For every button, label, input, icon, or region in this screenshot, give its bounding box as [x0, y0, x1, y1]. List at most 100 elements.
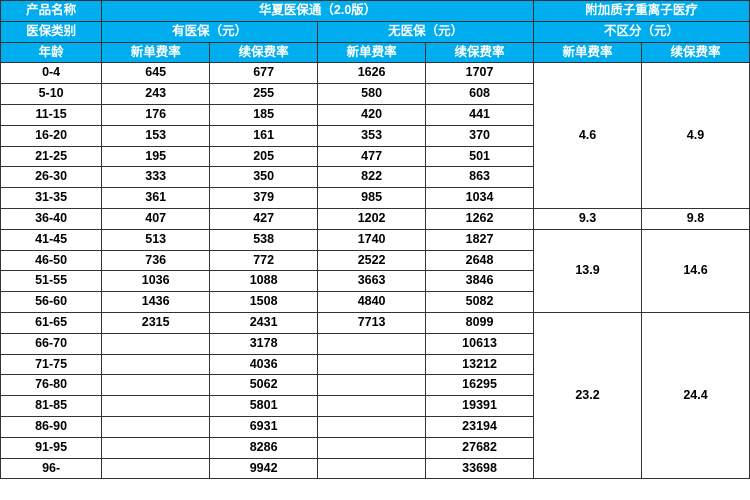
with-ins-renew-cell: 350	[210, 167, 318, 188]
with-ins-new-cell	[102, 396, 210, 417]
table-row: 36-40407427120212629.39.8	[1, 208, 750, 229]
age-cell: 51-55	[1, 271, 102, 292]
no-ins-renew-cell: 13212	[426, 354, 534, 375]
no-ins-new-cell: 4840	[318, 292, 426, 313]
no-ins-new-cell	[318, 458, 426, 479]
table-row: 61-65231524317713809923.224.4	[1, 312, 750, 333]
no-ins-renew-cell: 1707	[426, 63, 534, 84]
no-ins-renew-cell: 2648	[426, 250, 534, 271]
with-ins-new-cell: 1036	[102, 271, 210, 292]
with-ins-renew-cell: 4036	[210, 354, 318, 375]
hdr-without-ins: 无医保（元）	[318, 21, 534, 42]
age-cell: 56-60	[1, 292, 102, 313]
addl-renew-cell: 24.4	[641, 312, 749, 478]
no-ins-new-cell: 1626	[318, 63, 426, 84]
age-cell: 96-	[1, 458, 102, 479]
with-ins-new-cell: 195	[102, 146, 210, 167]
no-ins-new-cell: 477	[318, 146, 426, 167]
hdr-new-rate: 新单费率	[534, 42, 642, 63]
hdr-renew-rate: 续保费率	[210, 42, 318, 63]
hdr-product-a: 华夏医保通（2.0版）	[102, 1, 534, 22]
with-ins-renew-cell: 5801	[210, 396, 318, 417]
with-ins-new-cell: 361	[102, 188, 210, 209]
with-ins-renew-cell: 2431	[210, 312, 318, 333]
no-ins-renew-cell: 27682	[426, 437, 534, 458]
addl-renew-cell: 9.8	[641, 208, 749, 229]
hdr-renew-rate: 续保费率	[426, 42, 534, 63]
age-cell: 91-95	[1, 437, 102, 458]
with-ins-renew-cell: 3178	[210, 333, 318, 354]
no-ins-renew-cell: 10613	[426, 333, 534, 354]
addl-new-cell: 23.2	[534, 312, 642, 478]
age-cell: 46-50	[1, 250, 102, 271]
hdr-with-ins: 有医保（元）	[102, 21, 318, 42]
with-ins-renew-cell: 205	[210, 146, 318, 167]
rate-table: 产品名称 华夏医保通（2.0版） 附加质子重离子医疗 医保类别 有医保（元） 无…	[0, 0, 750, 479]
no-ins-renew-cell: 33698	[426, 458, 534, 479]
with-ins-new-cell: 513	[102, 229, 210, 250]
no-ins-renew-cell: 370	[426, 125, 534, 146]
age-cell: 36-40	[1, 208, 102, 229]
hdr-no-diff: 不区分（元）	[534, 21, 750, 42]
with-ins-renew-cell: 772	[210, 250, 318, 271]
no-ins-renew-cell: 501	[426, 146, 534, 167]
no-ins-new-cell: 822	[318, 167, 426, 188]
hdr-new-rate: 新单费率	[102, 42, 210, 63]
no-ins-new-cell: 7713	[318, 312, 426, 333]
no-ins-renew-cell: 16295	[426, 375, 534, 396]
no-ins-new-cell: 420	[318, 104, 426, 125]
addl-new-cell: 13.9	[534, 229, 642, 312]
with-ins-renew-cell: 9942	[210, 458, 318, 479]
with-ins-new-cell: 645	[102, 63, 210, 84]
no-ins-new-cell	[318, 437, 426, 458]
age-cell: 31-35	[1, 188, 102, 209]
age-cell: 61-65	[1, 312, 102, 333]
age-cell: 16-20	[1, 125, 102, 146]
with-ins-new-cell: 407	[102, 208, 210, 229]
with-ins-new-cell	[102, 437, 210, 458]
addl-new-cell: 9.3	[534, 208, 642, 229]
with-ins-renew-cell: 5062	[210, 375, 318, 396]
hdr-renew-rate: 续保费率	[641, 42, 749, 63]
no-ins-renew-cell: 5082	[426, 292, 534, 313]
no-ins-new-cell	[318, 396, 426, 417]
age-cell: 5-10	[1, 84, 102, 105]
with-ins-new-cell	[102, 416, 210, 437]
with-ins-new-cell	[102, 333, 210, 354]
no-ins-new-cell: 985	[318, 188, 426, 209]
hdr-product-name: 产品名称	[1, 1, 102, 22]
with-ins-renew-cell: 255	[210, 84, 318, 105]
with-ins-new-cell: 1436	[102, 292, 210, 313]
with-ins-renew-cell: 677	[210, 63, 318, 84]
no-ins-new-cell	[318, 354, 426, 375]
age-cell: 71-75	[1, 354, 102, 375]
no-ins-renew-cell: 8099	[426, 312, 534, 333]
with-ins-new-cell	[102, 458, 210, 479]
with-ins-renew-cell: 161	[210, 125, 318, 146]
with-ins-new-cell: 333	[102, 167, 210, 188]
age-cell: 21-25	[1, 146, 102, 167]
age-cell: 11-15	[1, 104, 102, 125]
table-row: 41-455135381740182713.914.6	[1, 229, 750, 250]
no-ins-new-cell	[318, 375, 426, 396]
no-ins-new-cell: 1202	[318, 208, 426, 229]
addl-renew-cell: 14.6	[641, 229, 749, 312]
age-cell: 86-90	[1, 416, 102, 437]
with-ins-renew-cell: 6931	[210, 416, 318, 437]
age-cell: 81-85	[1, 396, 102, 417]
with-ins-new-cell: 176	[102, 104, 210, 125]
age-cell: 41-45	[1, 229, 102, 250]
with-ins-new-cell: 153	[102, 125, 210, 146]
no-ins-new-cell: 353	[318, 125, 426, 146]
with-ins-renew-cell: 185	[210, 104, 318, 125]
no-ins-new-cell: 2522	[318, 250, 426, 271]
with-ins-renew-cell: 427	[210, 208, 318, 229]
age-cell: 0-4	[1, 63, 102, 84]
no-ins-new-cell	[318, 333, 426, 354]
no-ins-renew-cell: 3846	[426, 271, 534, 292]
with-ins-renew-cell: 8286	[210, 437, 318, 458]
no-ins-renew-cell: 1262	[426, 208, 534, 229]
hdr-age: 年龄	[1, 42, 102, 63]
hdr-ins-category: 医保类别	[1, 21, 102, 42]
with-ins-renew-cell: 538	[210, 229, 318, 250]
